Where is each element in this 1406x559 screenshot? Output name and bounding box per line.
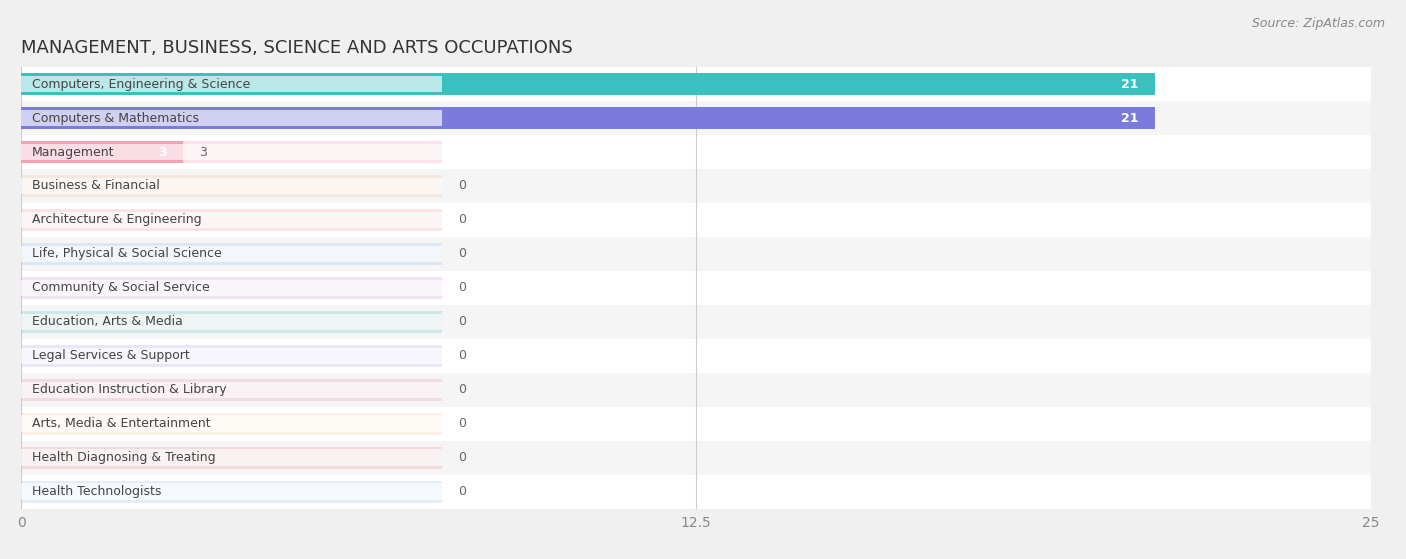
Text: Health Diagnosing & Treating: Health Diagnosing & Treating: [32, 451, 215, 464]
Bar: [21, 212, 443, 228]
Text: Life, Physical & Social Science: Life, Physical & Social Science: [32, 248, 222, 260]
Text: 0: 0: [458, 485, 467, 498]
Bar: [21, 339, 1371, 373]
Text: 21: 21: [1121, 78, 1139, 91]
Bar: [21, 415, 443, 432]
Bar: [21, 407, 1371, 440]
Bar: [21, 305, 1371, 339]
Bar: [21, 141, 443, 163]
Bar: [21, 169, 1371, 203]
Text: Education, Arts & Media: Education, Arts & Media: [32, 315, 183, 328]
Bar: [21, 379, 443, 401]
Bar: [21, 280, 443, 296]
Text: Computers & Mathematics: Computers & Mathematics: [32, 112, 198, 125]
Bar: [21, 144, 443, 160]
Bar: [21, 373, 1371, 407]
Text: 0: 0: [458, 349, 467, 362]
Bar: [21, 141, 183, 163]
Bar: [21, 475, 1371, 509]
Bar: [21, 67, 1371, 101]
Text: MANAGEMENT, BUSINESS, SCIENCE AND ARTS OCCUPATIONS: MANAGEMENT, BUSINESS, SCIENCE AND ARTS O…: [21, 39, 572, 57]
Bar: [21, 178, 443, 195]
Bar: [21, 277, 443, 299]
Text: 0: 0: [458, 383, 467, 396]
Text: Education Instruction & Library: Education Instruction & Library: [32, 383, 226, 396]
Bar: [21, 314, 443, 330]
Bar: [21, 73, 1154, 95]
Bar: [21, 440, 1371, 475]
Text: Architecture & Engineering: Architecture & Engineering: [32, 214, 201, 226]
Bar: [21, 311, 443, 333]
Bar: [21, 203, 1371, 237]
Bar: [21, 76, 443, 92]
Bar: [21, 73, 443, 95]
Bar: [21, 484, 443, 500]
Bar: [21, 345, 443, 367]
Bar: [21, 348, 443, 364]
Text: Management: Management: [32, 145, 114, 159]
Text: Source: ZipAtlas.com: Source: ZipAtlas.com: [1251, 17, 1385, 30]
Bar: [21, 209, 443, 231]
Bar: [21, 481, 443, 503]
Text: 0: 0: [458, 281, 467, 295]
Text: Health Technologists: Health Technologists: [32, 485, 162, 498]
Text: 0: 0: [458, 248, 467, 260]
Text: 0: 0: [458, 315, 467, 328]
Text: 21: 21: [1121, 112, 1139, 125]
Bar: [21, 447, 443, 469]
Text: Community & Social Service: Community & Social Service: [32, 281, 209, 295]
Text: 3: 3: [200, 145, 207, 159]
Text: 3: 3: [159, 145, 167, 159]
Bar: [21, 135, 1371, 169]
Bar: [21, 107, 443, 129]
Bar: [21, 237, 1371, 271]
Text: Business & Financial: Business & Financial: [32, 179, 160, 192]
Bar: [21, 449, 443, 466]
Text: Legal Services & Support: Legal Services & Support: [32, 349, 190, 362]
Bar: [21, 175, 443, 197]
Bar: [21, 381, 443, 398]
Bar: [21, 271, 1371, 305]
Text: Arts, Media & Entertainment: Arts, Media & Entertainment: [32, 417, 211, 430]
Bar: [21, 243, 443, 265]
Bar: [21, 110, 443, 126]
Text: 0: 0: [458, 214, 467, 226]
Text: 0: 0: [458, 179, 467, 192]
Bar: [21, 413, 443, 435]
Bar: [21, 245, 443, 262]
Bar: [21, 107, 1154, 129]
Text: 0: 0: [458, 417, 467, 430]
Text: Computers, Engineering & Science: Computers, Engineering & Science: [32, 78, 250, 91]
Bar: [21, 101, 1371, 135]
Text: 0: 0: [458, 451, 467, 464]
